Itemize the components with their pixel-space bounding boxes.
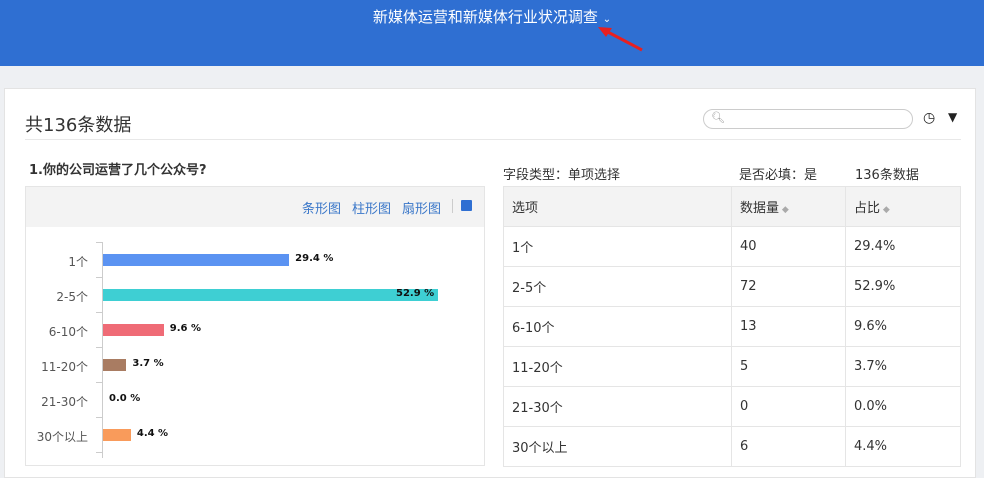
category-label: 1个 (68, 255, 88, 269)
data-label: 29.4 % (295, 253, 334, 264)
tab-pie-chart[interactable]: 扇形图 (402, 202, 442, 217)
column-header-option: 选项 (503, 186, 732, 227)
total-count: 136条数据 (855, 168, 919, 183)
percent-cell: 3.7% (845, 346, 961, 387)
data-label: 9.6 % (169, 323, 201, 334)
option-cell: 11-20个 (503, 346, 732, 387)
chevron-down-icon: ⌄ (602, 14, 612, 25)
required-flag: 是否必填：是 (739, 168, 818, 183)
percent-cell: 4.4% (845, 426, 961, 467)
option-cell: 1个 (503, 226, 732, 267)
table-row: 30个以上 6 4.4% (503, 426, 961, 467)
count-cell: 40 (731, 226, 846, 267)
bar[interactable] (103, 324, 164, 336)
divider (452, 199, 453, 213)
search-input[interactable]: 🔍︎ (703, 109, 913, 129)
table-row: 1个 40 29.4% (503, 226, 961, 267)
table-row: 6-10个 13 9.6% (503, 306, 961, 347)
percent-cell: 29.4% (845, 226, 961, 267)
record-count: 共136条数据 (25, 115, 132, 136)
option-cell: 2-5个 (503, 266, 732, 307)
category-label: 6-10个 (48, 325, 88, 339)
count-cell: 13 (731, 306, 846, 347)
axis-tick (96, 277, 102, 278)
data-label: 4.4 % (136, 428, 169, 439)
bar[interactable] (103, 289, 438, 301)
data-label: 0.0 % (109, 393, 141, 404)
tab-column-chart[interactable]: 柱形图 (352, 202, 392, 217)
column-header-percent[interactable]: 占比 ◆ (845, 186, 961, 227)
axis-tick (96, 452, 102, 453)
data-label: 52.9 % (396, 288, 435, 299)
bar[interactable] (103, 359, 127, 371)
clock-icon[interactable]: ◷ (923, 110, 936, 126)
chart-panel: 条形图 柱形图 扇形图 1个 29.4 % 2-5个 52.9 % 6-10个 9.6 %… (25, 186, 485, 466)
category-label: 11-20个 (41, 360, 88, 374)
category-label: 30个以上 (36, 430, 88, 444)
axis-tick (96, 347, 102, 348)
red-arrow-annotation-icon (598, 27, 643, 52)
sort-icon: ◆ (880, 205, 890, 215)
y-axis (102, 242, 103, 458)
filter-icon[interactable]: ▼ (948, 110, 958, 124)
bar-chart: 1个 29.4 % 2-5个 52.9 % 6-10个 9.6 % 11-20个 3.7 % 2… (26, 227, 484, 467)
category-label: 21-30个 (41, 395, 88, 409)
sort-icon: ◆ (779, 205, 789, 215)
app-header: 新媒体运营和新媒体行业状况调查 ⌄ (0, 0, 984, 66)
axis-tick (96, 312, 102, 313)
divider (25, 139, 961, 140)
count-cell: 5 (731, 346, 846, 387)
field-type: 字段类型：单项选择 (503, 168, 621, 183)
table-row: 21-30个 0 0.0% (503, 386, 961, 427)
axis-tick (96, 382, 102, 383)
category-label: 2-5个 (56, 290, 88, 304)
results-table: 选项 数据量 ◆ 占比 ◆ 1个 40 29.4% 2-5个 72 52.9% 6-10个 1… (503, 186, 961, 467)
option-cell: 6-10个 (503, 306, 732, 347)
count-cell: 6 (731, 426, 846, 467)
option-cell: 21-30个 (503, 386, 732, 427)
bar[interactable] (103, 254, 290, 266)
survey-title: 新媒体运营和新媒体行业状况调查 (372, 8, 598, 26)
chart-toolbar: 条形图 柱形图 扇形图 (26, 187, 484, 227)
count-cell: 0 (731, 386, 846, 427)
data-label: 3.7 % (132, 358, 164, 369)
survey-title-dropdown[interactable]: 新媒体运营和新媒体行业状况调查 ⌄ (0, 6, 984, 27)
save-icon[interactable] (461, 200, 472, 211)
column-header-count[interactable]: 数据量 ◆ (731, 186, 846, 227)
axis-tick (96, 242, 102, 243)
percent-cell: 52.9% (845, 266, 961, 307)
table-row: 2-5个 72 52.9% (503, 266, 961, 307)
count-cell: 72 (731, 266, 846, 307)
results-card: 共136条数据 🔍︎ ◷ ▼ 1.你的公司运营了几个公众号? 条形图 柱形图 扇… (4, 88, 976, 478)
tab-bar-chart[interactable]: 条形图 (302, 202, 342, 217)
percent-cell: 9.6% (845, 306, 961, 347)
axis-tick (96, 417, 102, 418)
search-icon: 🔍︎ (711, 111, 725, 124)
table-row: 11-20个 5 3.7% (503, 346, 961, 387)
bar[interactable] (103, 429, 131, 441)
percent-cell: 0.0% (845, 386, 961, 427)
option-cell: 30个以上 (503, 426, 732, 467)
question-title: 1.你的公司运营了几个公众号? (29, 163, 207, 178)
